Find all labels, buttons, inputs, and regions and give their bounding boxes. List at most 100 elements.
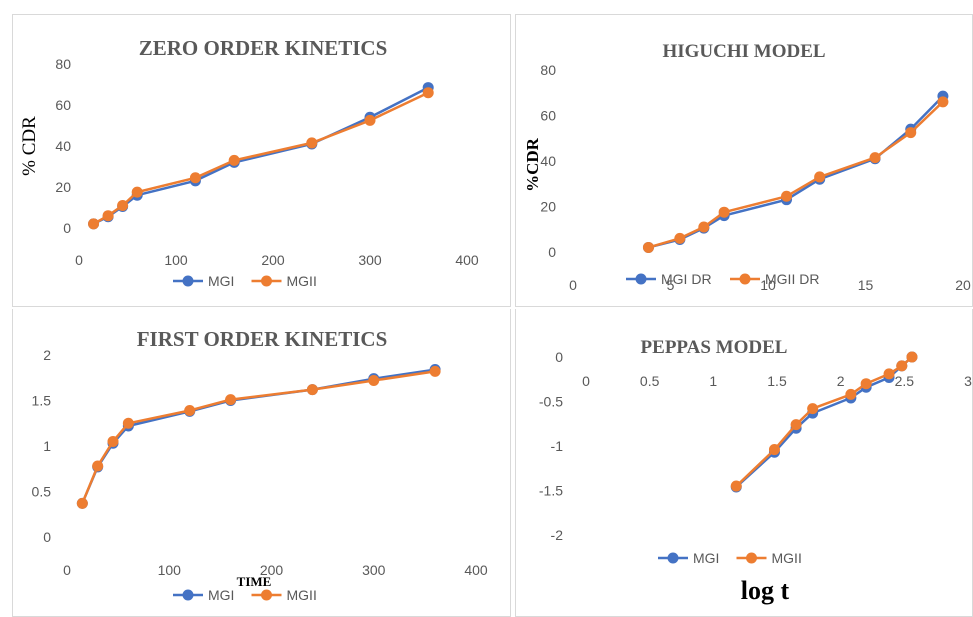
data-point <box>102 210 114 222</box>
y-axis-label: % CDR <box>19 116 40 176</box>
peppas-chart-panel: PEPPAS MODEL -2 -1.5 -1 -0.5 0 0 0.5 1 1.5 2 2.5 3 MG… <box>515 309 973 617</box>
zero-order-chart: ZERO ORDER KINETICS 0 20 40 60 80 0 100 200 300 40… <box>19 36 479 289</box>
data-point <box>883 368 895 380</box>
y-tick-label: 80 <box>55 56 71 72</box>
x-tick-label: 0 <box>582 373 590 389</box>
x-tick-label: 0 <box>569 277 577 293</box>
data-point <box>88 218 100 230</box>
data-point <box>429 365 441 377</box>
data-point <box>364 114 376 126</box>
x-tick-label: 2.5 <box>895 373 915 389</box>
chart-title: PEPPAS MODEL <box>641 337 788 358</box>
series-line-2 <box>81 370 436 504</box>
y-tick-label: 60 <box>55 97 71 113</box>
series-line-2 <box>648 100 944 249</box>
legend-marker <box>739 273 751 285</box>
y-axis-label: %CDR <box>523 137 542 192</box>
y-tick-label: 0 <box>63 220 71 236</box>
chart-title: ZERO ORDER KINETICS <box>139 36 388 60</box>
data-point <box>698 221 710 233</box>
x-axis-label: log t <box>741 576 790 605</box>
legend-label: MGII <box>287 273 317 289</box>
y-tick-label: 0.5 <box>32 484 52 500</box>
y-tick-label: -1 <box>551 438 564 454</box>
data-point <box>184 405 196 417</box>
y-tick-label: 20 <box>540 199 556 215</box>
x-tick-label: 300 <box>362 562 386 578</box>
x-tick-label: 5 <box>667 277 675 293</box>
data-point <box>807 403 819 415</box>
y-tick-label: -1.5 <box>539 483 563 499</box>
data-point <box>860 378 872 390</box>
data-point <box>642 241 654 253</box>
data-point <box>189 172 201 184</box>
data-point <box>814 171 826 183</box>
x-tick-label: 100 <box>158 562 182 578</box>
x-tick-label: 0 <box>75 252 83 268</box>
legend-marker <box>746 552 757 564</box>
x-tick-label: 400 <box>464 562 488 578</box>
data-point <box>896 360 908 372</box>
y-tick-label: 40 <box>540 153 556 169</box>
y-tick-label: 20 <box>55 179 71 195</box>
peppas-chart: PEPPAS MODEL -2 -1.5 -1 -0.5 0 0 0.5 1 1.5 2 2.5 3 MG… <box>539 337 972 605</box>
x-tick-label: 15 <box>858 277 874 293</box>
data-point <box>674 232 686 244</box>
first-order-chart-panel: FIRST ORDER KINETICS 0 0.5 1 1.5 2 0 100 200 300 4… <box>12 309 511 617</box>
data-point <box>768 444 780 456</box>
data-point <box>937 96 949 108</box>
x-tick-label: 3 <box>964 373 972 389</box>
data-point <box>306 384 318 396</box>
x-tick-label: 300 <box>358 252 382 268</box>
y-tick-label: 60 <box>540 108 556 124</box>
data-point <box>107 435 119 447</box>
x-tick-label: 0 <box>63 562 71 578</box>
chart-title: HIGUCHI MODEL <box>662 41 825 62</box>
x-tick-label: 0.5 <box>640 373 660 389</box>
y-tick-label: 80 <box>540 62 556 78</box>
data-point <box>869 152 881 164</box>
legend-label: MGI <box>693 550 719 566</box>
data-point <box>368 374 380 386</box>
y-tick-label: -2 <box>551 527 564 543</box>
data-point <box>781 190 793 202</box>
series-line-1 <box>81 368 436 504</box>
y-tick-label: 1 <box>43 438 51 454</box>
data-point <box>122 417 134 429</box>
higuchi-chart-panel: HIGUCHI MODEL 0 20 40 60 80 0 5 10 15 20 %CDR MGI DR… <box>515 14 973 307</box>
data-point <box>92 460 104 472</box>
data-point <box>790 419 802 431</box>
legend-label: MGII <box>772 550 802 566</box>
x-tick-label: 1.5 <box>767 373 787 389</box>
chart-title: FIRST ORDER KINETICS <box>137 327 388 351</box>
data-point <box>225 394 237 406</box>
data-point <box>718 206 730 218</box>
x-axis-label: TIME <box>237 574 272 589</box>
legend-marker <box>261 275 272 287</box>
x-tick-label: 2 <box>837 373 845 389</box>
data-point <box>730 480 742 492</box>
data-point <box>131 186 143 198</box>
data-point <box>228 154 240 166</box>
legend-marker <box>261 589 272 601</box>
x-tick-label: 100 <box>164 252 188 268</box>
legend-marker <box>182 589 194 601</box>
x-tick-label: 200 <box>261 252 285 268</box>
legend-label: MGI <box>208 273 234 289</box>
legend-marker <box>182 275 194 287</box>
data-point <box>76 497 88 509</box>
x-tick-label: 400 <box>455 252 479 268</box>
data-point <box>306 137 318 149</box>
legend-label: MGI DR <box>661 271 712 287</box>
series-line-1 <box>92 86 429 226</box>
y-tick-label: 0 <box>548 244 556 260</box>
x-tick-label: 1 <box>709 373 717 389</box>
higuchi-chart: HIGUCHI MODEL 0 20 40 60 80 0 5 10 15 20 %CDR MGI DR… <box>523 41 971 293</box>
legend-label: MGII DR <box>765 271 819 287</box>
y-tick-label: 0 <box>555 349 563 365</box>
x-tick-label: 10 <box>760 277 776 293</box>
y-tick-label: 40 <box>55 138 71 154</box>
legend-marker <box>667 552 679 564</box>
data-point <box>905 127 917 139</box>
y-tick-label: 1.5 <box>32 393 52 409</box>
